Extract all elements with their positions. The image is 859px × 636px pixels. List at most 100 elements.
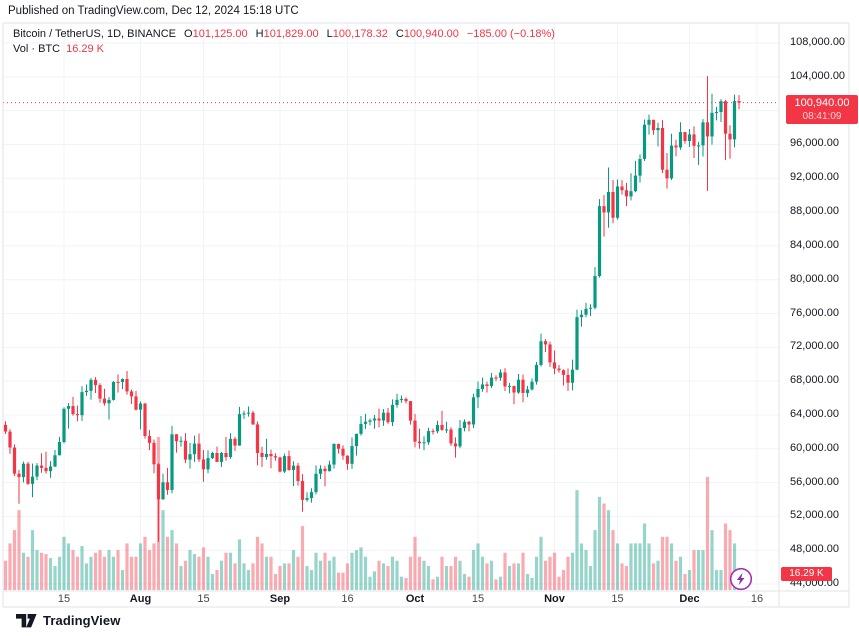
volume-bar [665, 536, 669, 590]
candle-body [732, 101, 737, 140]
flash-icon [729, 567, 753, 591]
tradingview-logo-icon [16, 613, 37, 627]
candle-body [354, 433, 359, 447]
volume-bar [75, 556, 80, 590]
volume-bar [53, 566, 57, 590]
candle-body [48, 466, 53, 472]
candle-body [152, 442, 156, 465]
symbol-title: Bitcoin / TetherUS, 1D, BINANCE [13, 28, 177, 40]
candle-body [417, 441, 422, 444]
candle-body [561, 370, 566, 375]
last-price-label[interactable]: 100,940.00 08:41:09 [786, 95, 858, 124]
chart-frame [2, 22, 850, 608]
volume-bar [710, 530, 714, 590]
candle-body [359, 423, 363, 434]
candle-body [575, 317, 579, 370]
candle-body [696, 145, 701, 147]
time-axis-label: Sep [269, 593, 291, 605]
volume-bar [620, 563, 624, 590]
price-axis-label: 92,000.00 [790, 171, 839, 184]
volume-bar [480, 556, 485, 590]
flash-button[interactable] [729, 567, 753, 591]
volume-legend[interactable]: Vol · BTC 16.29 K [13, 43, 104, 55]
candle-body [39, 465, 44, 468]
candle-body [588, 307, 593, 309]
candle-body [530, 381, 534, 390]
candles-layer [3, 76, 741, 542]
tradingview-watermark[interactable]: TradingView [16, 613, 120, 628]
candle-body [566, 374, 570, 383]
candle-body [710, 112, 714, 137]
volume-bar [291, 550, 296, 590]
time-scale[interactable]: 15 Aug 15 Sep 16 Oct 15 Nov 15 Dec 16 [0, 592, 779, 607]
candle-body [480, 384, 485, 389]
chart-legend[interactable]: Bitcoin / TetherUS, 1D, BINANCE O101,125.… [13, 28, 555, 40]
volume-bar [656, 560, 660, 590]
volume-bar [120, 570, 125, 590]
volume-bar [210, 574, 215, 590]
volume-bar [134, 556, 138, 590]
candle-body [26, 463, 30, 484]
volume-bar [233, 563, 237, 590]
time-axis-label: 16 [341, 593, 354, 605]
candle-body [332, 443, 336, 465]
candle-body [399, 398, 404, 400]
candle-body [692, 134, 696, 146]
volume-bar [215, 570, 219, 590]
candle-body [179, 440, 183, 442]
volume-bar [323, 552, 327, 590]
candle-body [543, 341, 548, 345]
price-axis-label: 76,000.00 [790, 306, 839, 319]
volume-bar [642, 523, 647, 590]
candle-body [183, 440, 188, 460]
candle-body [246, 412, 251, 414]
volume-bar [260, 543, 264, 590]
candle-body [80, 392, 84, 416]
volume-bar [161, 510, 165, 590]
candle-body [557, 368, 561, 371]
price-chart[interactable] [0, 0, 859, 612]
candle-body [102, 398, 107, 404]
volume-bar [444, 566, 449, 590]
volume-bar [692, 550, 696, 590]
candle-body [35, 465, 39, 477]
candle-body [687, 134, 692, 142]
volume-bar [251, 563, 255, 590]
volume-bar [89, 556, 93, 590]
volume-bar [305, 566, 309, 590]
candle-body [593, 276, 597, 308]
volume-bar [246, 570, 251, 590]
volume-bar [359, 547, 363, 590]
volume-bar [453, 556, 458, 590]
volume-bar [224, 552, 228, 590]
candle-body [548, 344, 552, 363]
volume-axis-label: 16.29 K [781, 567, 832, 581]
volume-bar [543, 560, 548, 590]
price-scale[interactable]: 108,000.00 104,000.00 96,000.00 92,000.00 88… [779, 0, 859, 612]
volume-bar [84, 563, 89, 590]
volume-bar [309, 570, 314, 590]
volume-bar [381, 563, 386, 590]
volume-bar [561, 570, 566, 590]
volume-bar [102, 556, 107, 590]
volume-bar [588, 566, 593, 590]
candle-body [381, 412, 386, 421]
volume-bar [242, 563, 246, 590]
candle-body [525, 389, 530, 393]
volume-bar [273, 574, 278, 590]
volume-bar [624, 566, 629, 590]
candle-body [120, 379, 125, 382]
volume-bar [660, 536, 665, 590]
volume-bar [516, 563, 521, 590]
volume-bar [237, 539, 242, 590]
price-axis-label: 88,000.00 [790, 205, 839, 218]
candle-body [390, 404, 395, 423]
candle-body [615, 186, 620, 218]
candle-body [107, 399, 111, 404]
volume-bar [615, 543, 620, 590]
volume-bar [206, 556, 210, 590]
volume-bar [3, 560, 8, 590]
volume-bar [44, 554, 48, 590]
candle-body [386, 412, 390, 423]
volume-bar [449, 566, 453, 590]
